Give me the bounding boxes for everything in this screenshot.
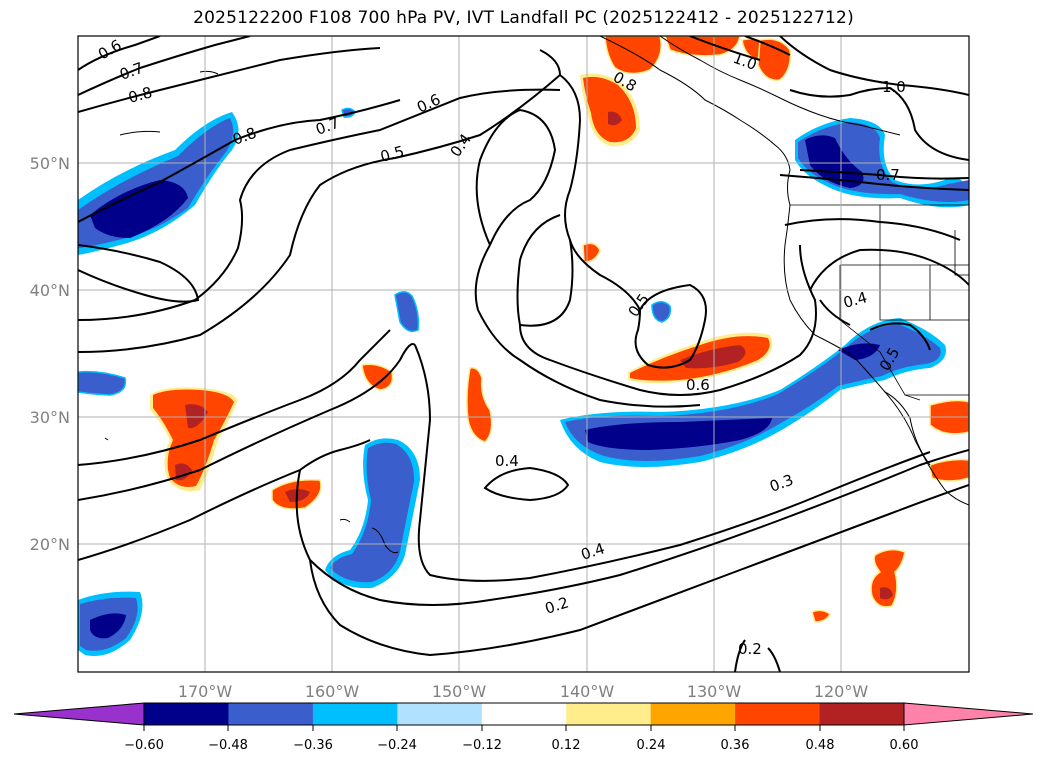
- contour-label: 0.8: [126, 83, 154, 107]
- coastlines: [104, 36, 969, 554]
- lon-label: 120°W: [814, 682, 869, 701]
- contour-label: 0.4: [495, 452, 519, 470]
- positive-anomaly-subtropical: [628, 332, 773, 384]
- colorbar-tick-marks: [143, 725, 905, 731]
- colorbar-tick-label: −0.48: [208, 738, 248, 753]
- positive-anomaly-west-1: [150, 387, 238, 492]
- lat-label: 50°N: [30, 154, 70, 173]
- colorbar-bin: [228, 703, 314, 725]
- positive-anomaly-central-2: [466, 366, 493, 443]
- negative-anomaly-southwest: [78, 591, 143, 656]
- lon-label: 170°W: [178, 682, 233, 701]
- pv-contours: [78, 36, 969, 672]
- negative-anomaly-small-2: [651, 301, 672, 323]
- contour-label: 0.4: [841, 288, 869, 312]
- colorbar-bin: [566, 703, 652, 725]
- gridlines: [78, 36, 969, 672]
- colorbar-under-arrow: [13, 702, 145, 726]
- negative-anomaly-small-1: [394, 291, 420, 333]
- colorbar-tick-label: 0.48: [806, 738, 835, 753]
- colorbar-tick-label: 0.36: [721, 738, 750, 753]
- map-title: 2025122200 F108 700 hPa PV, IVT Landfall…: [193, 8, 854, 28]
- colorbar-over-arrow: [903, 702, 1034, 726]
- negative-anomaly-subtropical: [560, 318, 946, 467]
- colorbar-bin: [397, 703, 483, 725]
- positive-anomaly-central-1: [361, 363, 394, 391]
- map-frame: [77, 35, 970, 673]
- contour-label: 0.5: [378, 142, 406, 166]
- colorbar-bin: [735, 703, 821, 725]
- contour-label: 0.6: [686, 376, 710, 394]
- colorbar-bin: [144, 703, 229, 725]
- lon-label: 150°W: [432, 682, 487, 701]
- colorbar-tick-label: −0.36: [293, 738, 333, 753]
- colorbar-bin: [819, 703, 905, 725]
- negative-anomaly-small-3: [78, 370, 127, 396]
- colorbar-tick-label: −0.24: [377, 738, 417, 753]
- political-borders: [790, 204, 969, 401]
- colorbar-tick-label: 0.12: [552, 738, 581, 753]
- colorbar-bin: [481, 703, 567, 725]
- lat-label: 30°N: [30, 408, 70, 427]
- contour-label: 1.0: [882, 78, 906, 96]
- colorbar-frame: [143, 702, 905, 726]
- contour-label: 0.7: [876, 166, 900, 184]
- negative-anomaly-central: [325, 438, 420, 589]
- colorbar-tick-label: 0.60: [890, 738, 919, 753]
- lon-label: 160°W: [305, 682, 360, 701]
- colorbar-ticks: −0.60 −0.48 −0.36 −0.24 −0.12 0.12 0.24 …: [124, 738, 918, 753]
- colorbar-tick-label: −0.12: [462, 738, 502, 753]
- lat-label: 20°N: [30, 535, 70, 554]
- colorbar-bins: [144, 703, 905, 725]
- longitude-labels: 170°W 160°W 150°W 140°W 130°W 120°W: [178, 682, 869, 701]
- lon-label: 130°W: [687, 682, 742, 701]
- colorbar-tick-label: −0.60: [124, 738, 164, 753]
- latitude-labels: 50°N 40°N 30°N 20°N: [30, 154, 70, 554]
- positive-anomaly-south: [870, 548, 906, 608]
- lon-label: 140°W: [560, 682, 615, 701]
- colorbar-tick-label: 0.24: [637, 738, 666, 753]
- contour-label: 0.2: [738, 640, 762, 658]
- colorbar: −0.60 −0.48 −0.36 −0.24 −0.12 0.12 0.24 …: [13, 702, 1034, 753]
- lat-label: 40°N: [30, 281, 70, 300]
- colorbar-bin: [312, 703, 398, 725]
- colorbar-bin: [650, 703, 736, 725]
